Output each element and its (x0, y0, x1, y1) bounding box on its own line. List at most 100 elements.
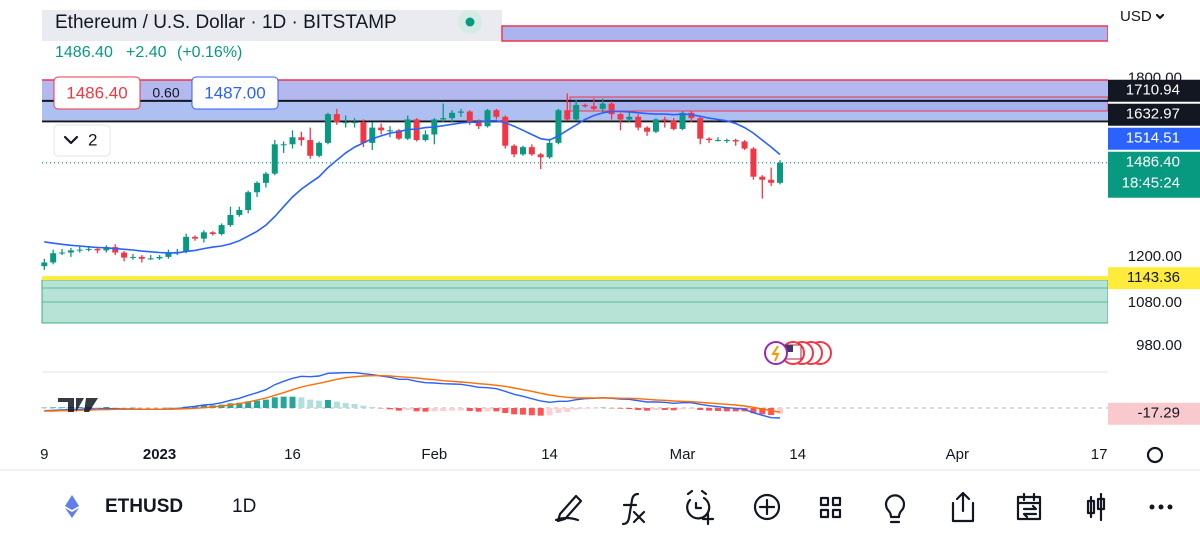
buy-price: 1487.00 (204, 83, 265, 102)
layout-tool[interactable] (821, 498, 840, 517)
x-tick-label: Apr (946, 446, 969, 463)
candle-body (662, 119, 668, 120)
more-dot (1159, 505, 1164, 510)
candle-body (750, 149, 756, 177)
candle-body (192, 237, 198, 239)
candle-body (724, 140, 730, 141)
candle-body (307, 140, 313, 156)
histogram-bar (520, 408, 526, 415)
candle-body (387, 130, 393, 131)
histogram-bar (352, 404, 358, 408)
histogram-bar (671, 408, 677, 410)
histogram-bar (405, 408, 411, 410)
share-tool[interactable] (953, 493, 973, 521)
candle-body (68, 250, 74, 252)
histogram-bar (582, 408, 588, 409)
indicators-tool[interactable] (623, 494, 644, 524)
candle-body (573, 105, 579, 120)
histogram-bar (290, 397, 296, 408)
candle-body (245, 192, 251, 210)
price-change-pct: (+0.16%) (177, 44, 242, 61)
histogram-bar (680, 408, 686, 409)
candle-body (449, 113, 455, 118)
histogram-bar (387, 408, 393, 409)
candle-body (591, 106, 597, 109)
candle-body (325, 114, 331, 143)
interval[interactable]: 1D (232, 496, 256, 517)
candle-body (369, 128, 375, 143)
histogram-bar (573, 408, 579, 410)
candle-body (210, 232, 216, 234)
candle-body (343, 122, 349, 123)
candle-body (759, 177, 765, 180)
symbol[interactable]: ETHUSD (105, 496, 183, 517)
market-status-dot (466, 18, 475, 27)
price-label: 1486.40 (1126, 154, 1180, 171)
histogram-bar (715, 408, 721, 411)
candle-body (485, 110, 491, 126)
x-tick-label: Mar (670, 446, 696, 463)
histogram-bar (50, 407, 56, 408)
histogram-bar (369, 407, 375, 408)
value-label: -17.29 (1137, 405, 1180, 422)
price-change: +2.40 (126, 44, 167, 61)
histogram-bar (272, 397, 278, 408)
candle-body (50, 253, 56, 262)
zone-box (502, 26, 1108, 41)
candle-body (777, 163, 783, 183)
alert-tool[interactable] (687, 491, 713, 524)
histogram-bar (662, 408, 668, 410)
histogram-bar (538, 408, 544, 416)
more-dot[interactable] (1150, 505, 1155, 510)
candle-body (139, 257, 145, 259)
sell-price: 1486.40 (66, 83, 127, 102)
candle-body (706, 139, 712, 140)
histogram-bar (298, 397, 304, 408)
histogram-bar (529, 408, 535, 415)
candle-body (290, 137, 296, 144)
candle-body (564, 110, 570, 119)
histogram-bar (555, 408, 561, 413)
candle-body (635, 117, 641, 128)
indicator-count: 2 (88, 130, 97, 149)
candle-body (644, 128, 650, 132)
histogram-bar (449, 408, 455, 411)
candle-body (511, 146, 517, 155)
ideas-tool[interactable] (886, 495, 904, 522)
candle-body (520, 147, 526, 154)
replay-tool[interactable] (1018, 494, 1040, 519)
price-label: 1632.97 (1126, 106, 1180, 123)
candle-body (502, 117, 508, 146)
indicator-toggle[interactable] (54, 125, 110, 156)
draw-tool[interactable] (556, 496, 581, 521)
candle-body (582, 105, 588, 106)
candle-body (653, 119, 659, 131)
candle-body (538, 154, 544, 157)
chart-type-tool[interactable] (1088, 494, 1104, 520)
candle-body (219, 225, 225, 234)
x-tick-label: 14 (541, 446, 558, 463)
candle-body (201, 232, 207, 238)
candle-body (697, 118, 703, 139)
eth-icon (65, 495, 79, 518)
currency[interactable]: USD (1120, 8, 1152, 25)
histogram-bar (316, 401, 322, 408)
histogram-bar (59, 407, 65, 408)
spread: 0.60 (152, 85, 179, 101)
x-tick-label: 16 (284, 446, 301, 463)
candle-body (316, 143, 322, 156)
candle-body (555, 110, 561, 143)
macd-line (44, 373, 780, 418)
histogram-bar (547, 408, 553, 415)
histogram-bar (343, 403, 349, 408)
candle-body (227, 215, 233, 225)
histogram-bar (307, 400, 313, 408)
histogram-bar (281, 397, 287, 408)
histogram-bar (777, 408, 783, 414)
candle-body (626, 117, 632, 120)
histogram-bar (697, 408, 703, 410)
plot-area (41, 93, 1108, 418)
price-label: 1143.36 (1127, 269, 1180, 286)
candle-body (529, 147, 535, 154)
